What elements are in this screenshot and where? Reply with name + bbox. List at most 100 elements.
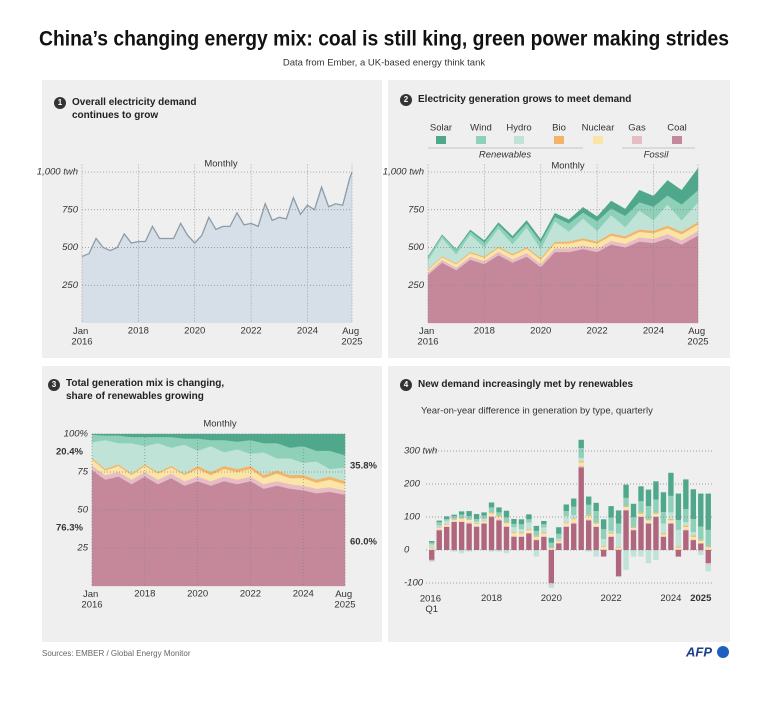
x-tick-label: 2022 (240, 589, 261, 600)
bar-segment (593, 526, 599, 527)
bar-segment (548, 550, 555, 583)
bar-segment (526, 533, 532, 550)
panel-title: Overall electricity demand continues to … (72, 97, 197, 121)
bar-segment (578, 465, 584, 468)
bar-segment (608, 536, 614, 537)
legend-group: Fossil (644, 150, 670, 161)
x-tick-label: 2020 (530, 326, 551, 337)
bar-segment (556, 541, 562, 543)
bar-segment (481, 522, 487, 524)
bar-segment (645, 523, 652, 550)
bar-segment (600, 550, 607, 557)
bar-segment (675, 550, 682, 557)
bar-segment (503, 525, 510, 527)
bar-segment (443, 520, 450, 524)
bar-segment (429, 550, 435, 560)
bar-segment (690, 518, 697, 533)
bar-segment (541, 524, 547, 528)
bar-segment (683, 530, 689, 550)
bar-segment (578, 461, 584, 463)
bar-segment (690, 536, 697, 540)
panel-number: 3 (48, 379, 60, 391)
bar-segment (600, 519, 607, 530)
x-tick-label: 2018 (481, 593, 502, 604)
bar-segment (436, 522, 442, 526)
bar-segment (615, 550, 622, 577)
bar-segment (645, 520, 652, 523)
bar-segment (690, 489, 697, 519)
y-tick-label: -100 (404, 578, 424, 589)
bar-segment (593, 526, 599, 550)
legend-swatch (632, 136, 642, 144)
bar-segment (660, 523, 667, 534)
bar-segment (623, 509, 629, 511)
bar-segment (705, 563, 711, 565)
x-tick-label: Aug 2025 (687, 326, 708, 347)
y-tick-label: 750 (408, 204, 425, 215)
bar-segment (638, 486, 644, 502)
bar-segment (451, 516, 457, 519)
bar-segment (458, 511, 465, 515)
bar-segment (451, 514, 457, 517)
bar-segment (503, 517, 510, 523)
x-tick-label: 2024 (660, 593, 681, 604)
bar-segment (660, 536, 667, 550)
bar-segment (615, 546, 622, 548)
bar-segment (496, 507, 502, 513)
bar-segment (496, 512, 502, 516)
panel-number: 2 (400, 94, 412, 106)
bar-segment (563, 504, 569, 512)
bar-segment (630, 527, 637, 530)
x-tick-label: 2016 Q1 (420, 593, 444, 614)
bar-segment (690, 539, 697, 541)
bar-segment (705, 546, 711, 548)
bar-segment (571, 523, 577, 550)
bar-segment (683, 509, 689, 523)
bar-segment (698, 543, 704, 550)
bar-segment (526, 529, 532, 531)
bar-segment (503, 510, 510, 518)
y-tick-label: 50 (77, 505, 88, 516)
bar-segment (429, 541, 435, 543)
bar-segment (533, 540, 540, 550)
bar-segment (608, 533, 614, 537)
y-tick-label: 500 (62, 242, 79, 253)
bar-segment (556, 533, 562, 539)
y-tick-label: 750 (62, 204, 79, 215)
bar-segment (511, 527, 517, 533)
bar-segment (548, 583, 555, 585)
legend-label: Gas (628, 123, 646, 134)
bar-segment (518, 536, 525, 537)
bar-segment (436, 530, 442, 550)
x-tick-label: 2022 (587, 326, 608, 337)
annotation: 76.3% (56, 523, 83, 534)
bar-segment (556, 540, 562, 542)
bar-segment (473, 525, 480, 527)
legend-label: Hydro (506, 123, 531, 134)
x-tick-label: 2020 (541, 593, 562, 604)
bar-segment (593, 502, 599, 512)
bar-segment (481, 518, 487, 521)
bar-segment (496, 519, 502, 521)
bar-segment (660, 534, 667, 537)
bar-segment (578, 457, 584, 462)
bar-segment (436, 527, 442, 528)
bar-segment (660, 512, 667, 524)
bar-segment (473, 521, 480, 524)
y-tick-label: 200 (403, 479, 421, 490)
bar-segment (541, 533, 547, 537)
bar-segment (630, 529, 637, 531)
bar-segment (571, 506, 577, 516)
x-tick-label: 2024 (293, 589, 314, 600)
bar-segment (705, 529, 711, 547)
bar-segment (608, 536, 614, 550)
bar-segment (630, 517, 637, 527)
bar-segment (541, 536, 547, 550)
bar-segment (511, 533, 517, 536)
bar-segment (518, 529, 525, 533)
bar-segment (518, 532, 525, 534)
bar-segment (585, 514, 592, 517)
bar-segment (638, 501, 644, 513)
bar-segment (466, 522, 472, 524)
